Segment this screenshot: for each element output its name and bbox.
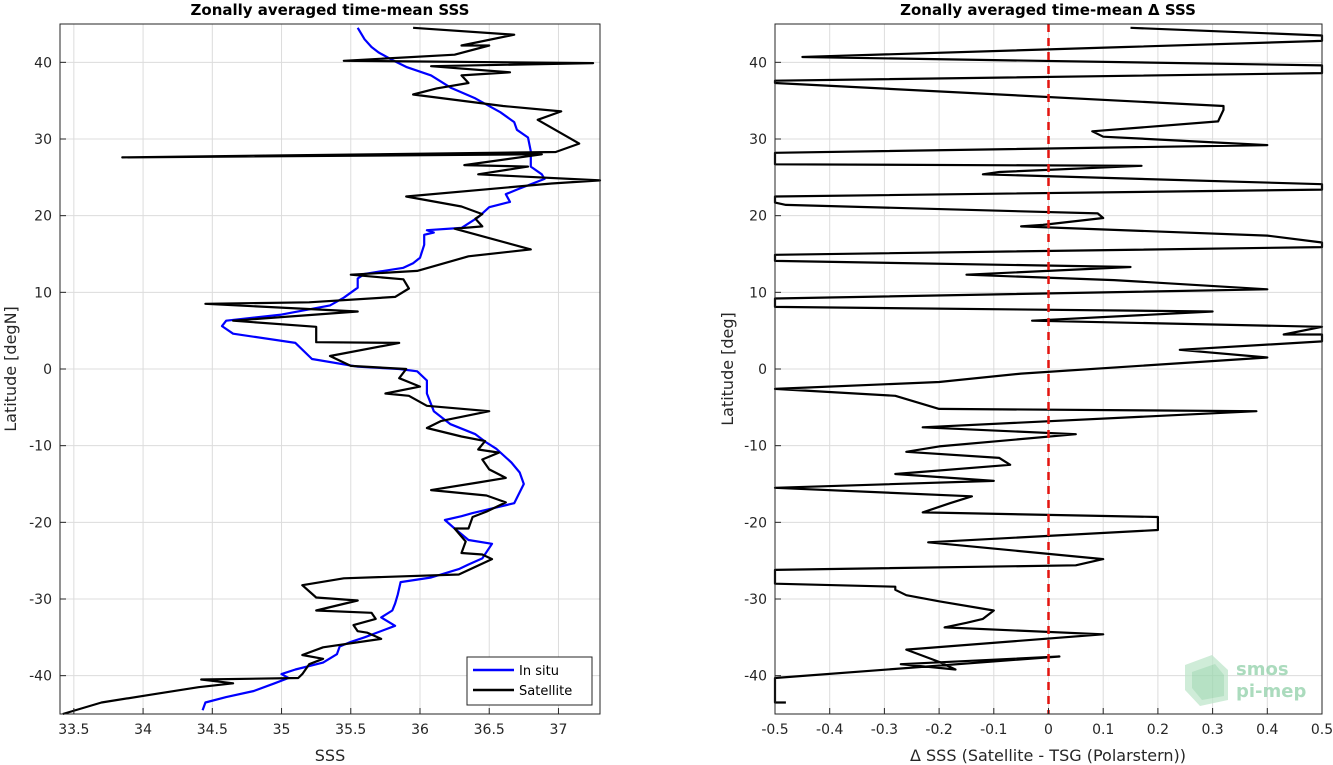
left-x-tick-label: 35.5 (335, 722, 366, 738)
legend-label-in-situ: In situ (519, 664, 559, 679)
left-y-tick-label: 40 (34, 55, 52, 71)
left-y-tick-label: 0 (43, 362, 52, 378)
right-x-tick-label: 0 (1044, 722, 1053, 738)
left-y-tick-label: 10 (34, 285, 52, 301)
left-x-tick-label: 33.5 (58, 722, 89, 738)
left-x-tick-label: 35 (273, 722, 291, 738)
right-x-tick-label: -0.4 (816, 722, 843, 738)
right-y-tick-label: -20 (744, 515, 767, 531)
left-x-tick-label: 36 (411, 722, 429, 738)
right-x-tick-label: -0.2 (925, 722, 952, 738)
right-y-tick-label: -10 (744, 439, 767, 455)
left-y-tick-label: -40 (29, 669, 52, 685)
right-tick-labels: -0.5 -0.4 -0.3 -0.2 -0.1 0 0.1 0.2 0.3 0.4 0.5 40 30… (744, 55, 1333, 738)
logo-text-pi-mep: pi-mep (1236, 681, 1306, 702)
right-x-tick-label: 0.5 (1311, 722, 1333, 738)
right-x-axis-label: Δ SSS (Satellite - TSG (Polarstern)) (910, 746, 1186, 765)
left-x-tick-label: 34 (134, 722, 152, 738)
right-y-axis-label: Latitude [deg] (718, 312, 737, 426)
right-y-tick-label: 40 (749, 55, 767, 71)
legend: In situ Satellite (466, 656, 593, 706)
right-x-tick-label: -0.1 (980, 722, 1007, 738)
left-y-tick-label: 20 (34, 209, 52, 225)
left-gridlines (60, 24, 600, 714)
right-chart-panel: -0.5 -0.4 -0.3 -0.2 -0.1 0 0.1 0.2 0.3 0.4 0.5 40 30… (718, 1, 1333, 765)
right-y-tick-label: 0 (758, 362, 767, 378)
left-series-line-satellite (62, 26, 602, 716)
right-x-tick-label: 0.3 (1201, 722, 1223, 738)
logo-graphic-inner (1192, 664, 1224, 700)
legend-box (466, 656, 593, 706)
right-y-tick-label: -30 (744, 592, 767, 608)
right-chart-title: Zonally averaged time-mean Δ SSS (900, 1, 1196, 19)
right-y-tick-label: -40 (744, 669, 767, 685)
right-y-tick-label: 20 (749, 209, 767, 225)
right-y-tick-label: 10 (749, 285, 767, 301)
left-chart-title: Zonally averaged time-mean SSS (191, 1, 470, 19)
right-x-tick-label: 0.2 (1147, 722, 1169, 738)
right-x-tick-label: -0.5 (761, 722, 788, 738)
left-y-tick-label: 30 (34, 132, 52, 148)
left-tick-labels: 33.5 34 34.5 35 35.5 36 36.5 37 40 30 20 10 0 -10 -20 -… (29, 55, 567, 738)
left-x-tick-label: 36.5 (474, 722, 505, 738)
right-x-tick-label: 0.1 (1092, 722, 1114, 738)
left-x-tick-label: 34.5 (197, 722, 228, 738)
smos-pi-mep-logo: smos pi-mep (1185, 655, 1306, 706)
left-x-tick-label: 37 (550, 722, 568, 738)
left-x-axis-label: SSS (315, 746, 345, 765)
left-chart-panel: 33.5 34 34.5 35 35.5 36 36.5 37 40 30 20 10 0 -10 -20 -… (1, 1, 602, 765)
right-x-tick-label: 0.4 (1256, 722, 1278, 738)
left-series-lines (62, 26, 602, 716)
legend-label-satellite: Satellite (519, 684, 572, 699)
right-y-tick-label: 30 (749, 132, 767, 148)
left-y-tick-label: -20 (29, 515, 52, 531)
left-y-axis-label: Latitude [degN] (1, 306, 20, 432)
left-y-tick-label: -10 (29, 439, 52, 455)
right-x-tick-label: -0.3 (871, 722, 898, 738)
left-y-tick-label: -30 (29, 592, 52, 608)
logo-text-smos: smos (1236, 659, 1289, 680)
